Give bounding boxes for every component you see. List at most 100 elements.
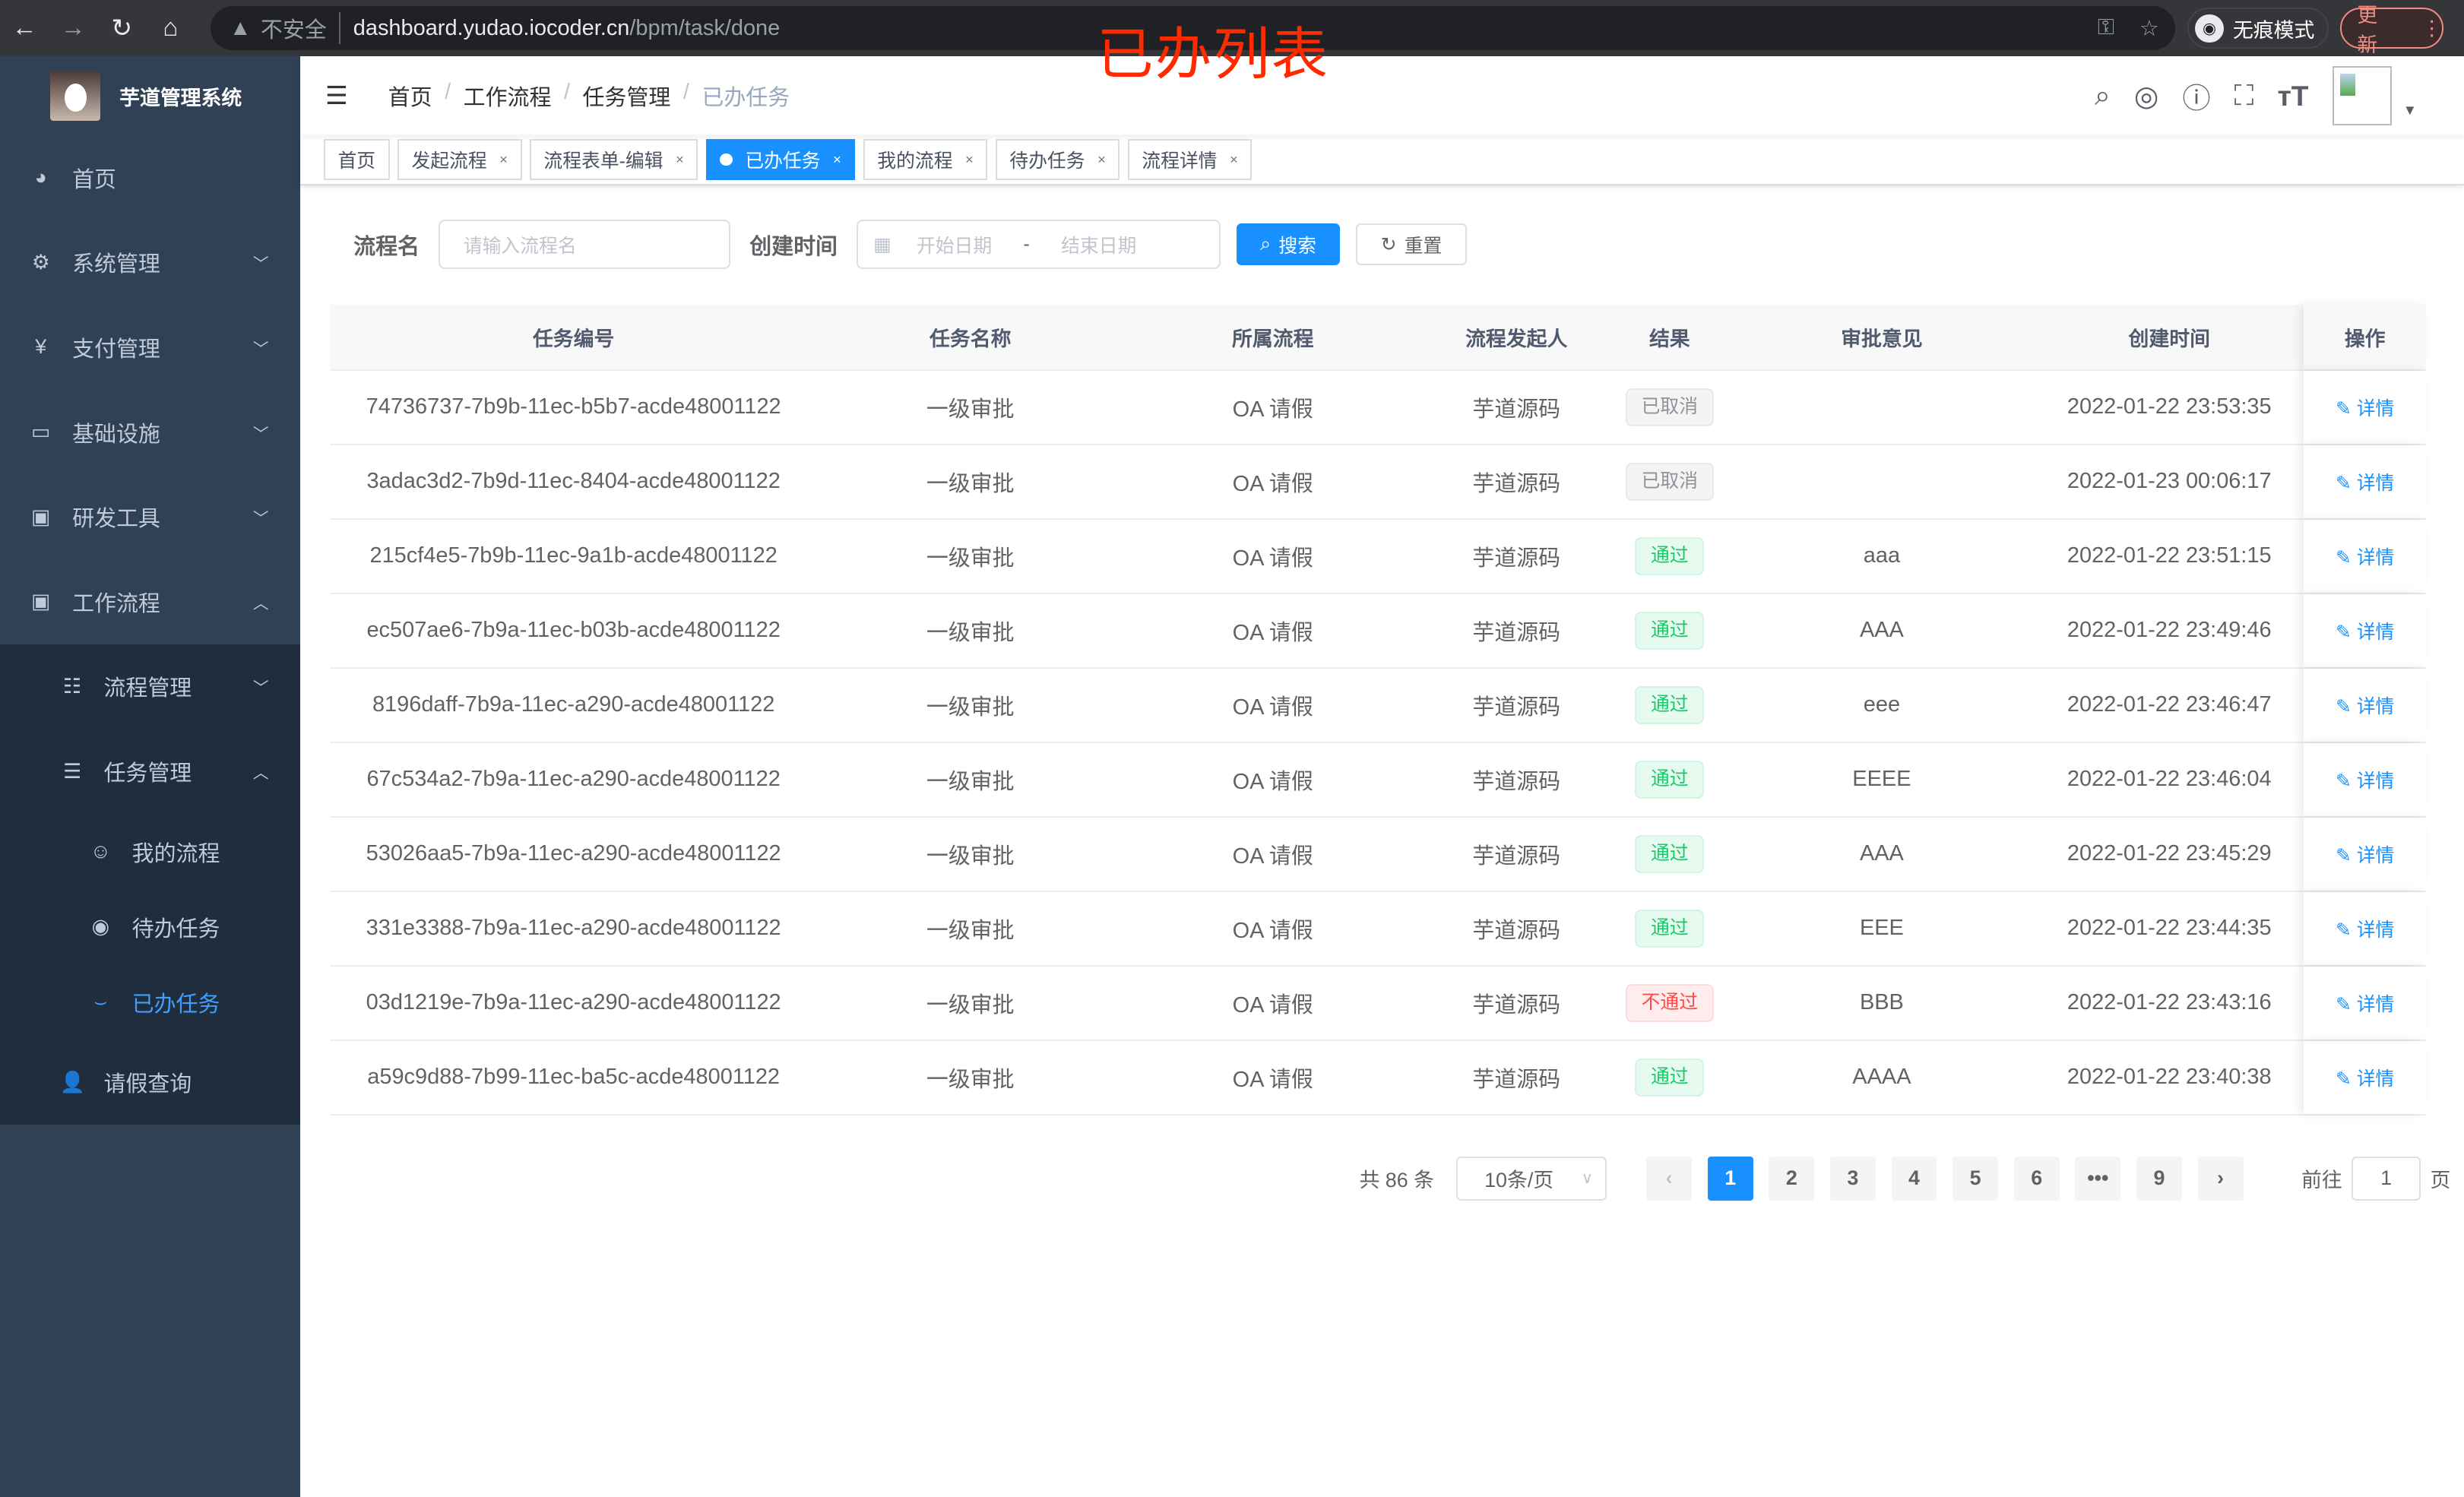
cell-task-name: 一级审批 bbox=[926, 1067, 1015, 1092]
page-button[interactable]: 3 bbox=[1829, 1156, 1876, 1201]
sidebar-logo[interactable]: 芋道管理系统 bbox=[0, 56, 300, 135]
tag-7[interactable]: 流程详情 × bbox=[1127, 139, 1253, 180]
page-button[interactable]: 9 bbox=[2136, 1156, 2182, 1201]
back-icon[interactable]: ← bbox=[11, 14, 37, 43]
detail-link[interactable]: ✎ 详情 bbox=[2336, 394, 2394, 421]
reload-icon[interactable]: ↻ bbox=[111, 14, 133, 43]
next-page-button[interactable]: › bbox=[2197, 1156, 2244, 1201]
detail-link[interactable]: ✎ 详情 bbox=[2336, 543, 2394, 570]
page-button[interactable]: ••• bbox=[2075, 1156, 2121, 1201]
cell-task-id: 3adac3d2-7b9d-11ec-8404-acde48001122 bbox=[366, 469, 781, 494]
forward-icon[interactable]: → bbox=[60, 14, 86, 43]
hamburger-icon[interactable]: ☰ bbox=[325, 82, 348, 111]
search-button[interactable]: ⌕ 搜索 bbox=[1237, 223, 1340, 266]
sidebar-item[interactable]: 👤 请假查询 bbox=[0, 1040, 300, 1125]
detail-link[interactable]: ✎ 详情 bbox=[2336, 617, 2394, 644]
page-button[interactable]: 6 bbox=[2013, 1156, 2060, 1201]
caret-down-icon[interactable]: ▼ bbox=[2402, 101, 2417, 118]
column-header: 所属流程 bbox=[1232, 328, 1314, 351]
sidebar-item[interactable]: ▣ 工作流程 ︿ bbox=[0, 559, 300, 644]
detail-link[interactable]: ✎ 详情 bbox=[2336, 840, 2394, 868]
help-icon[interactable]: ⓘ bbox=[2182, 82, 2211, 115]
breadcrumb-item[interactable]: 任务管理 bbox=[582, 86, 671, 111]
page-size-select[interactable]: 10条/页 ∨ bbox=[1455, 1156, 1607, 1201]
page-button[interactable]: 1 bbox=[1707, 1156, 1753, 1201]
sidebar-item[interactable]: ☺ 我的流程 bbox=[0, 814, 300, 889]
tag-4[interactable]: 已办任务 × bbox=[705, 139, 856, 180]
avatar[interactable] bbox=[2332, 65, 2393, 126]
sidebar-item[interactable]: ▣ 研发工具 ﹀ bbox=[0, 474, 300, 559]
tag-5[interactable]: 我的流程 × bbox=[863, 139, 988, 180]
update-button[interactable]: 更新 ⋮ bbox=[2339, 4, 2444, 56]
incognito-badge[interactable]: ◉ 无痕模式 bbox=[2187, 8, 2329, 49]
tag-1[interactable]: 首页 bbox=[323, 139, 390, 180]
incognito-icon: ◉ bbox=[2195, 14, 2224, 43]
key-icon[interactable]: ⚿ bbox=[2097, 14, 2114, 40]
breadcrumb-item[interactable]: 首页 bbox=[388, 86, 432, 111]
result-badge: 通过 bbox=[1635, 686, 1705, 724]
sidebar-item[interactable]: ☷ 流程管理 ﹀ bbox=[0, 644, 300, 730]
detail-link[interactable]: ✎ 详情 bbox=[2336, 915, 2394, 942]
tag-2[interactable]: 发起流程 × bbox=[397, 139, 522, 180]
person-icon: 👤 bbox=[59, 1071, 86, 1094]
process-name-input[interactable]: 请输入流程名 bbox=[438, 220, 731, 269]
github-icon[interactable]: ◎ bbox=[2133, 80, 2159, 112]
sidebar-item[interactable]: ⌣ 已办任务 bbox=[0, 964, 300, 1040]
tag-6[interactable]: 待办任务 × bbox=[995, 139, 1120, 180]
cell-create-time: 2022-01-23 00:06:17 bbox=[2067, 469, 2272, 494]
pagination: 共 86 条 10条/页 ∨ ‹ 1 2 3 4 5 6 ••• 9 › 前往 1 页 bbox=[1359, 1156, 2450, 1201]
page-button[interactable]: 2 bbox=[1769, 1156, 1815, 1201]
close-icon[interactable]: × bbox=[676, 150, 684, 167]
cell-actions: ✎ 详情 bbox=[2304, 891, 2427, 965]
detail-link[interactable]: ✎ 详情 bbox=[2336, 468, 2394, 495]
cell-process: OA 请假 bbox=[1232, 471, 1313, 496]
search-icon[interactable]: ⌕ bbox=[2095, 79, 2111, 112]
prev-page-button[interactable]: ‹ bbox=[1646, 1156, 1693, 1201]
close-icon[interactable]: × bbox=[1230, 150, 1238, 167]
cell-process: OA 请假 bbox=[1232, 546, 1313, 571]
reset-button[interactable]: ↻ 重置 bbox=[1355, 223, 1468, 266]
edit-icon: ✎ bbox=[2336, 547, 2357, 568]
sidebar-item[interactable]: ☰ 任务管理 ︿ bbox=[0, 729, 300, 814]
more-icon[interactable]: ⋮ bbox=[2421, 16, 2443, 40]
edit-icon: ✎ bbox=[2336, 398, 2357, 419]
cell-task-id: ec507ae6-7b9a-11ec-b03b-acde48001122 bbox=[366, 618, 781, 643]
cell-process: OA 请假 bbox=[1232, 1067, 1313, 1092]
cell-task-id: 53026aa5-7b9a-11ec-a290-acde48001122 bbox=[366, 841, 781, 866]
detail-link[interactable]: ✎ 详情 bbox=[2336, 1064, 2394, 1091]
cell-initiator: 芋道源码 bbox=[1472, 769, 1561, 794]
sidebar-item[interactable]: ¥ 支付管理 ﹀ bbox=[0, 305, 300, 390]
sidebar-item[interactable]: ◉ 待办任务 bbox=[0, 889, 300, 964]
close-icon[interactable]: × bbox=[965, 150, 974, 167]
detail-label: 详情 bbox=[2356, 1068, 2395, 1090]
sidebar-item[interactable]: ▭ 基础设施 ﹀ bbox=[0, 390, 300, 475]
sidebar-item-label: 研发工具 bbox=[72, 507, 160, 532]
cell-actions: ✎ 详情 bbox=[2304, 519, 2427, 593]
tag-3[interactable]: 流程表单-编辑 × bbox=[529, 139, 698, 180]
cell-task-id: a59c9d88-7b99-11ec-ba5c-acde48001122 bbox=[367, 1065, 781, 1090]
create-time-label: 创建时间 bbox=[749, 234, 838, 259]
end-date-input[interactable]: 结束日期 bbox=[1061, 236, 1137, 257]
detail-link[interactable]: ✎ 详情 bbox=[2336, 766, 2394, 793]
detail-link[interactable]: ✎ 详情 bbox=[2336, 692, 2394, 719]
fullscreen-icon[interactable]: ⛶ bbox=[2234, 79, 2254, 112]
detail-link[interactable]: ✎ 详情 bbox=[2336, 989, 2394, 1017]
sidebar-item[interactable]: ◕ 首页 bbox=[0, 135, 300, 220]
close-icon[interactable]: × bbox=[1097, 150, 1106, 167]
cell-create-time: 2022-01-22 23:40:38 bbox=[2067, 1065, 2272, 1090]
goto-page-input[interactable]: 1 bbox=[2352, 1156, 2421, 1201]
start-date-input[interactable]: 开始日期 bbox=[916, 236, 993, 257]
sidebar-item[interactable]: ⚙ 系统管理 ﹀ bbox=[0, 220, 300, 305]
address-bar[interactable]: ▲ 不安全 dashboard.yudao.iocoder.cn/bpm/tas… bbox=[211, 6, 2175, 51]
page-button[interactable]: 5 bbox=[1953, 1156, 1999, 1201]
close-icon[interactable]: × bbox=[499, 150, 508, 167]
close-icon[interactable]: × bbox=[833, 150, 841, 167]
breadcrumb-item[interactable]: 工作流程 bbox=[463, 86, 552, 111]
star-icon[interactable]: ☆ bbox=[2139, 16, 2159, 41]
font-size-icon[interactable]: тT bbox=[2277, 79, 2309, 112]
cell-actions: ✎ 详情 bbox=[2304, 370, 2427, 444]
home-icon[interactable]: ⌂ bbox=[163, 14, 179, 43]
date-range-picker[interactable]: ▦ 开始日期 - 结束日期 bbox=[856, 220, 1221, 269]
tag-label: 发起流程 bbox=[411, 150, 487, 172]
page-button[interactable]: 4 bbox=[1891, 1156, 1937, 1201]
